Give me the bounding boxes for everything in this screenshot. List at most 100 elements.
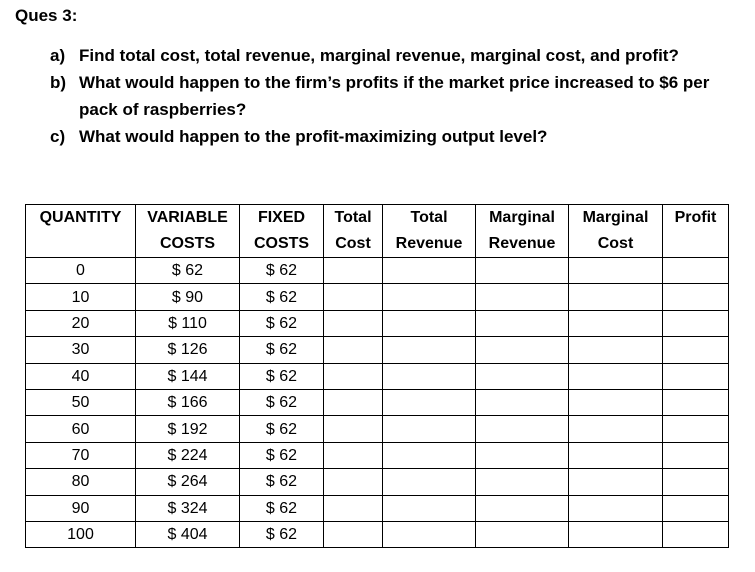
total-revenue-cell bbox=[382, 256, 476, 285]
profit-cell bbox=[662, 336, 729, 364]
profit-cell bbox=[662, 415, 729, 443]
question-a: a) Find total cost, total revenue, margi… bbox=[50, 42, 740, 69]
profit-cell bbox=[662, 256, 729, 285]
quantity-cell: 20 bbox=[25, 309, 136, 338]
marginal-revenue-cell bbox=[475, 309, 569, 338]
total-revenue-cell bbox=[382, 283, 476, 311]
quantity-cell: 0 bbox=[25, 256, 136, 285]
cost-table-header: QUANTITY VARIABLE FIXED Total Total Marg… bbox=[25, 204, 729, 258]
table-row: 70 $ 224 $ 62 bbox=[25, 441, 729, 470]
header-variable-line1: VARIABLE bbox=[135, 204, 240, 231]
marginal-revenue-cell bbox=[475, 388, 569, 417]
total-cost-cell bbox=[323, 283, 383, 311]
variable-cost-cell: $ 126 bbox=[135, 336, 240, 364]
total-cost-cell bbox=[323, 415, 383, 443]
question-c-text: What would happen to the profit-maximizi… bbox=[79, 127, 548, 146]
profit-cell bbox=[662, 309, 729, 338]
profit-cell bbox=[662, 494, 729, 522]
cost-table-body: 0 $ 62 $ 62 10 $ 90 $ 62 20 $ 110 $ 62 30 $ 126 $ 6… bbox=[25, 256, 729, 549]
table-row: 0 $ 62 $ 62 bbox=[25, 256, 729, 285]
total-revenue-cell bbox=[382, 388, 476, 417]
quantity-cell: 40 bbox=[25, 362, 136, 390]
table-row: 40 $ 144 $ 62 bbox=[25, 362, 729, 390]
header-marginal-cost-line1: Marginal bbox=[568, 204, 663, 231]
header-marginal-revenue-line1: Marginal bbox=[475, 204, 569, 231]
profit-cell bbox=[662, 283, 729, 311]
header-quantity: QUANTITY bbox=[25, 204, 136, 258]
profit-cell bbox=[662, 362, 729, 390]
header-total-cost-line2: Cost bbox=[323, 231, 383, 258]
marginal-cost-cell bbox=[568, 415, 663, 443]
total-cost-cell bbox=[323, 388, 383, 417]
variable-cost-cell: $ 110 bbox=[135, 309, 240, 338]
question-c-marker: c) bbox=[50, 127, 66, 146]
total-cost-cell bbox=[323, 520, 383, 549]
question-heading: Ques 3: bbox=[15, 6, 78, 25]
total-cost-cell bbox=[323, 309, 383, 338]
header-total-revenue-line1: Total bbox=[382, 204, 476, 231]
total-revenue-cell bbox=[382, 441, 476, 470]
quantity-cell: 30 bbox=[25, 336, 136, 364]
fixed-cost-cell: $ 62 bbox=[239, 388, 324, 417]
marginal-cost-cell bbox=[568, 468, 663, 496]
fixed-cost-cell: $ 62 bbox=[239, 468, 324, 496]
cost-table: QUANTITY VARIABLE FIXED Total Total Marg… bbox=[25, 204, 729, 549]
quantity-cell: 70 bbox=[25, 441, 136, 470]
total-cost-cell bbox=[323, 494, 383, 522]
marginal-cost-cell bbox=[568, 336, 663, 364]
total-revenue-cell bbox=[382, 362, 476, 390]
quantity-cell: 10 bbox=[25, 283, 136, 311]
header-total-cost-line1: Total bbox=[323, 204, 383, 231]
marginal-cost-cell bbox=[568, 441, 663, 470]
fixed-cost-cell: $ 62 bbox=[239, 309, 324, 338]
marginal-revenue-cell bbox=[475, 520, 569, 549]
table-row: 30 $ 126 $ 62 bbox=[25, 336, 729, 364]
fixed-cost-cell: $ 62 bbox=[239, 520, 324, 549]
table-row: 90 $ 324 $ 62 bbox=[25, 494, 729, 522]
marginal-revenue-cell bbox=[475, 283, 569, 311]
fixed-cost-cell: $ 62 bbox=[239, 336, 324, 364]
table-row: 20 $ 110 $ 62 bbox=[25, 309, 729, 338]
marginal-cost-cell bbox=[568, 283, 663, 311]
marginal-cost-cell bbox=[568, 388, 663, 417]
variable-cost-cell: $ 404 bbox=[135, 520, 240, 549]
header-variable-line2: COSTS bbox=[135, 231, 240, 258]
variable-cost-cell: $ 144 bbox=[135, 362, 240, 390]
marginal-revenue-cell bbox=[475, 441, 569, 470]
marginal-revenue-cell bbox=[475, 256, 569, 285]
question-list: a) Find total cost, total revenue, margi… bbox=[50, 42, 740, 150]
variable-cost-cell: $ 264 bbox=[135, 468, 240, 496]
total-revenue-cell bbox=[382, 520, 476, 549]
marginal-revenue-cell bbox=[475, 362, 569, 390]
quantity-cell: 60 bbox=[25, 415, 136, 443]
total-cost-cell bbox=[323, 362, 383, 390]
fixed-cost-cell: $ 62 bbox=[239, 494, 324, 522]
marginal-cost-cell bbox=[568, 256, 663, 285]
marginal-revenue-cell bbox=[475, 468, 569, 496]
header-fixed-line1: FIXED bbox=[239, 204, 324, 231]
profit-cell bbox=[662, 468, 729, 496]
question-a-text: Find total cost, total revenue, marginal… bbox=[79, 46, 679, 65]
total-revenue-cell bbox=[382, 415, 476, 443]
table-row: 80 $ 264 $ 62 bbox=[25, 468, 729, 496]
quantity-cell: 80 bbox=[25, 468, 136, 496]
variable-cost-cell: $ 62 bbox=[135, 256, 240, 285]
total-cost-cell bbox=[323, 336, 383, 364]
total-revenue-cell bbox=[382, 309, 476, 338]
profit-cell bbox=[662, 441, 729, 470]
marginal-revenue-cell bbox=[475, 494, 569, 522]
table-row: 100 $ 404 $ 62 bbox=[25, 520, 729, 549]
table-row: 60 $ 192 $ 62 bbox=[25, 415, 729, 443]
total-cost-cell bbox=[323, 256, 383, 285]
marginal-cost-cell bbox=[568, 494, 663, 522]
marginal-cost-cell bbox=[568, 520, 663, 549]
marginal-revenue-cell bbox=[475, 415, 569, 443]
question-b: b) What would happen to the firm’s profi… bbox=[50, 69, 740, 123]
total-cost-cell bbox=[323, 441, 383, 470]
fixed-cost-cell: $ 62 bbox=[239, 415, 324, 443]
marginal-cost-cell bbox=[568, 362, 663, 390]
question-b-text: What would happen to the firm’s profits … bbox=[79, 73, 710, 119]
variable-cost-cell: $ 224 bbox=[135, 441, 240, 470]
fixed-cost-cell: $ 62 bbox=[239, 362, 324, 390]
header-profit: Profit bbox=[662, 204, 729, 258]
